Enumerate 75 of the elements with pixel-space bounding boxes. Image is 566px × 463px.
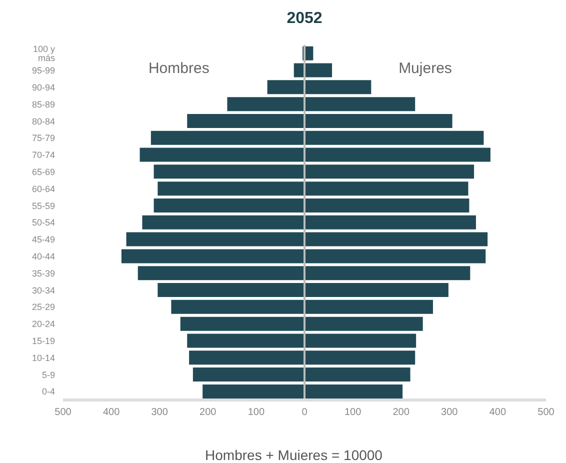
bar [304, 80, 372, 94]
y-tick-label: 95-99 [32, 66, 55, 76]
bar [304, 182, 468, 196]
bar [304, 148, 490, 162]
bar [304, 232, 488, 246]
y-tick-label: 30-34 [32, 285, 55, 296]
x-tick-label: 100 [344, 407, 362, 418]
y-tick-label: 100 y más [32, 44, 56, 64]
text: Hombres + Muieres = 10000 [204, 447, 384, 463]
chart-title: 2052 [286, 10, 324, 28]
bar [140, 148, 304, 162]
bar [304, 300, 433, 314]
x-tick-label: 400 [102, 407, 120, 418]
y-tick-label: 50-54 [32, 218, 55, 228]
y-tick-label: 35-39 [32, 268, 55, 278]
bar [158, 182, 304, 196]
bar [267, 80, 304, 94]
y-tick-label: 10-14 [32, 352, 55, 363]
bar [171, 300, 304, 314]
bar [150, 130, 304, 145]
bar [202, 384, 304, 398]
y-tick-label: 40-44 [32, 252, 55, 262]
bar [304, 198, 470, 212]
x-tick-label: 300 [441, 407, 458, 418]
bar [154, 198, 304, 212]
bar [304, 334, 416, 348]
y-tick-label: 65-69 [32, 166, 55, 177]
bar [142, 215, 304, 230]
bar [187, 114, 304, 128]
bar [304, 63, 332, 78]
bar [187, 334, 304, 348]
series-label: Mujeres [398, 60, 453, 78]
bar [180, 316, 304, 331]
x-tick-label: 100 [248, 407, 265, 418]
bar [304, 164, 474, 179]
bar [304, 97, 416, 112]
y-tick-label: 85-89 [32, 99, 55, 110]
x-tick-label: 300 [151, 407, 168, 418]
series-label: Hombres [147, 60, 210, 78]
bar [304, 215, 476, 230]
bar [227, 97, 304, 112]
bar [304, 114, 452, 128]
bar [138, 266, 304, 280]
y-tick-label: 80-84 [32, 116, 55, 126]
y-tick-label: 0-4 [42, 386, 55, 397]
y-tick-label: 5-9 [42, 370, 55, 380]
bar [192, 368, 304, 382]
bar [304, 350, 416, 365]
bar [304, 368, 410, 382]
y-tick-label: 60-64 [32, 184, 55, 194]
bar [158, 283, 304, 298]
x-tick-label: 500 [54, 407, 72, 418]
bar [154, 164, 304, 179]
x-tick-label: 200 [392, 407, 410, 418]
bar [126, 232, 304, 246]
y-tick-label: 15-19 [32, 336, 55, 346]
y-tick-label: 70-74 [32, 150, 55, 160]
bar [304, 266, 470, 280]
bar [121, 249, 304, 264]
y-tick-label: 75-79 [32, 133, 55, 144]
y-tick-label: 25-29 [32, 302, 55, 312]
bar [304, 130, 484, 145]
y-tick-label: 20-24 [32, 319, 55, 330]
x-tick-label: 500 [538, 407, 555, 418]
bar [304, 384, 403, 398]
y-tick-label: 55-59 [32, 200, 55, 211]
y-tick-label: 90-94 [32, 82, 55, 92]
bar [304, 316, 423, 331]
bar [189, 350, 304, 365]
x-tick-label: 0 [302, 407, 308, 418]
bar [304, 283, 448, 298]
bar [304, 249, 486, 264]
x-tick-label: 200 [200, 407, 217, 418]
x-tick-label: 400 [489, 407, 506, 418]
y-tick-label: 45-49 [32, 234, 55, 245]
